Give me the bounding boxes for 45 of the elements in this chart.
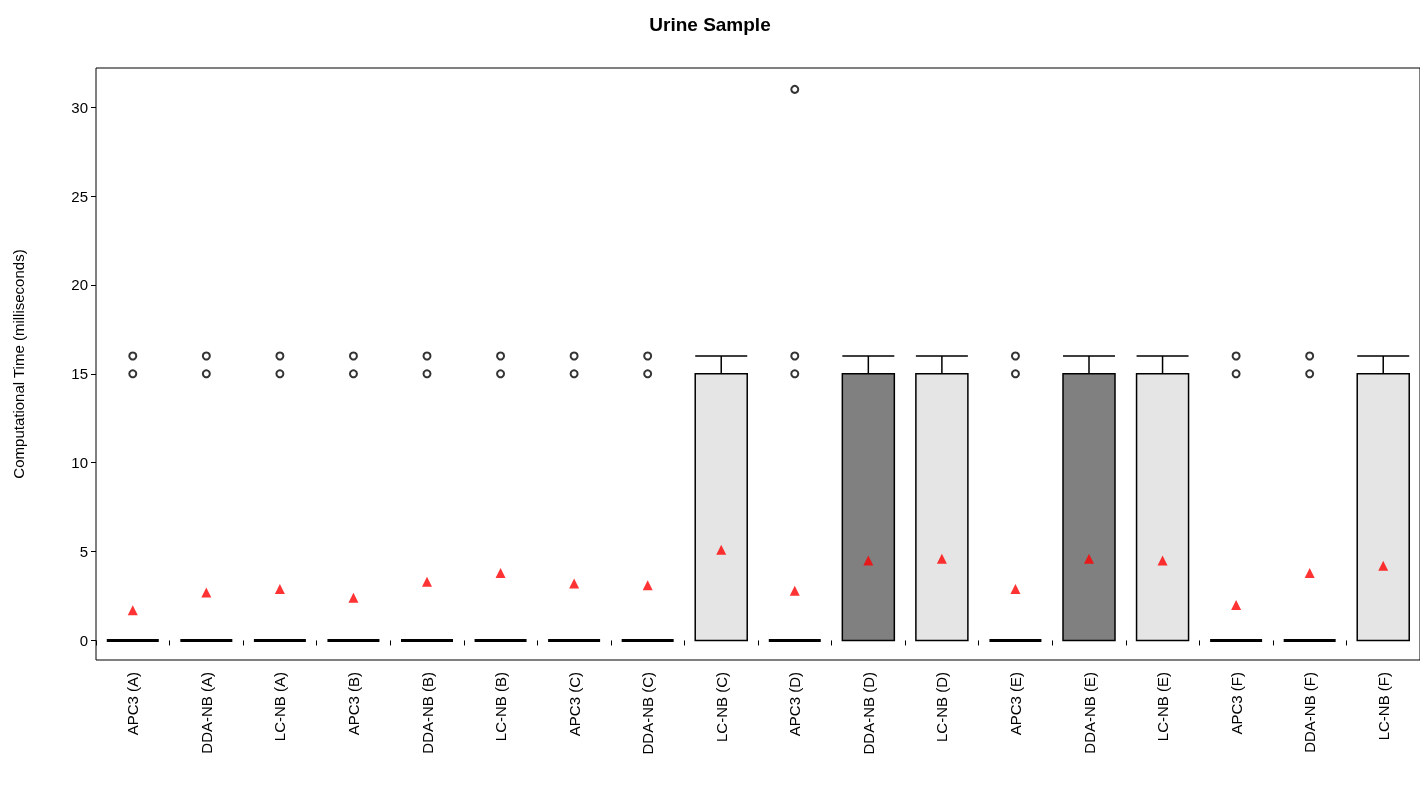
x-tick-label: DDA-NB (C) [639,672,657,755]
point [1010,583,1021,594]
x-tick-label: LC-NB (F) [1374,672,1392,741]
x-tick-label: LC-NB (C) [712,672,730,742]
x-tick-label: DDA-NB (E) [1080,672,1098,754]
point [716,544,727,555]
x-tick-label: DDA-NB (D) [859,672,877,755]
x-tick-label: LC-NB (D) [933,672,951,742]
point [1304,567,1315,578]
x-tick-label: APC3 (E) [1006,672,1024,736]
point [863,555,874,566]
point [642,580,653,591]
point [274,583,285,594]
point [936,553,947,564]
point [1378,560,1389,571]
point [569,578,580,589]
y-tick-label: 5 [79,543,88,561]
x-tick-label: DDA-NB (B) [418,672,436,754]
x-tick-label: LC-NB (E) [1154,672,1172,742]
x-tick-label: LC-NB (B) [492,672,510,742]
y-tick-label: 10 [71,454,88,472]
point [789,585,800,596]
point [422,576,432,587]
y-tick-label: 0 [79,631,88,649]
point [495,567,506,578]
y-tick-label: 25 [71,187,88,205]
y-axis-title: Computational Time (milliseconds) [10,249,27,479]
chart-title: Urine Sample [649,14,771,35]
x-tick-label: APC3 (A) [124,672,142,736]
x-tick-label: APC3 (C) [565,672,583,737]
x-tick-label: DDA-NB (A) [197,672,215,754]
point [1084,553,1094,564]
x-tick-label: DDA-NB (F) [1301,672,1319,753]
y-tick-label: 30 [71,98,88,116]
point [348,592,359,603]
point [127,605,138,616]
point [1157,555,1168,566]
x-tick-label: APC3 (F) [1227,672,1245,735]
point [1231,599,1242,610]
y-tick-label: 20 [71,276,88,294]
x-tick-label: APC3 (D) [786,672,804,737]
x-tick-label: LC-NB (A) [271,672,289,742]
y-tick-label: 15 [71,365,88,383]
x-tick-label: APC3 (B) [344,672,362,736]
point [201,587,212,598]
